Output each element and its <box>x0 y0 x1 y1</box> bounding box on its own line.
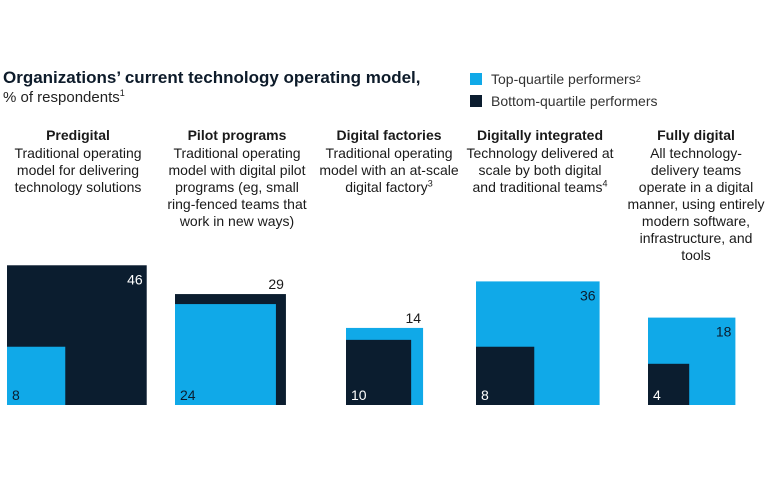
column-description: Technology delivered at scale by both di… <box>466 145 614 195</box>
column-description: Traditional operating model for deliveri… <box>14 145 142 195</box>
subtitle-footnote: 1 <box>119 88 125 98</box>
column-header-predigital: Predigital Traditional operating model f… <box>1 126 155 196</box>
value-label-bottom-digital-factories: 10 <box>351 387 367 403</box>
column-title: Pilot programs <box>187 127 287 143</box>
square-top-predigital <box>7 346 66 405</box>
legend-item-top: Top-quartile performers 2 <box>470 68 658 90</box>
column-title: Fully digital <box>657 127 735 143</box>
legend-item-bottom: Bottom-quartile performers <box>470 90 658 112</box>
legend: Top-quartile performers 2 Bottom-quartile… <box>470 68 658 112</box>
legend-label-bottom: Bottom-quartile performers <box>491 93 658 109</box>
column-header-digitally-integrated: Digitally integrated Technology delivere… <box>466 126 614 196</box>
legend-swatch-bottom <box>470 95 482 107</box>
value-label-top-predigital: 8 <box>12 387 20 403</box>
column-header-digital-factories: Digital factories Traditional operating … <box>318 126 460 196</box>
chart-subtitle: % of respondents1 <box>3 88 423 108</box>
column-description: Traditional operating model with an at-s… <box>319 145 459 195</box>
square-top-pilot-programs <box>175 304 276 405</box>
legend-label-top: Top-quartile performers <box>491 71 636 87</box>
chart-title: Organizations’ current technology operat… <box>3 68 421 87</box>
value-label-top-fully-digital: 18 <box>716 324 732 340</box>
column-description: All technology-delivery teams operate in… <box>627 145 765 263</box>
column-title: Predigital <box>46 127 110 143</box>
column-title: Digitally integrated <box>476 127 604 143</box>
value-label-bottom-predigital: 46 <box>127 271 143 287</box>
column-header-pilot-programs: Pilot programs Traditional operating mod… <box>160 126 314 230</box>
value-label-top-digital-factories: 14 <box>406 310 422 326</box>
value-label-top-pilot-programs: 24 <box>180 387 196 403</box>
chart-title-block: Organizations’ current technology operat… <box>3 67 423 108</box>
value-label-top-digitally-integrated: 36 <box>580 287 596 303</box>
value-label-bottom-pilot-programs: 29 <box>268 276 284 292</box>
value-label-bottom-fully-digital: 4 <box>653 387 661 403</box>
square-bottom-digitally-integrated <box>476 346 535 405</box>
column-title: Digital factories <box>336 127 442 143</box>
value-label-bottom-digitally-integrated: 8 <box>481 387 489 403</box>
legend-swatch-top <box>470 73 482 85</box>
column-header-fully-digital: Fully digital All technology-delivery te… <box>626 126 766 264</box>
subtitle-text: % of respondents <box>3 89 120 106</box>
square-bottom-fully-digital <box>648 363 690 405</box>
square-bottom-digital-factories <box>346 339 412 405</box>
column-description: Traditional operating model with digital… <box>167 145 307 229</box>
